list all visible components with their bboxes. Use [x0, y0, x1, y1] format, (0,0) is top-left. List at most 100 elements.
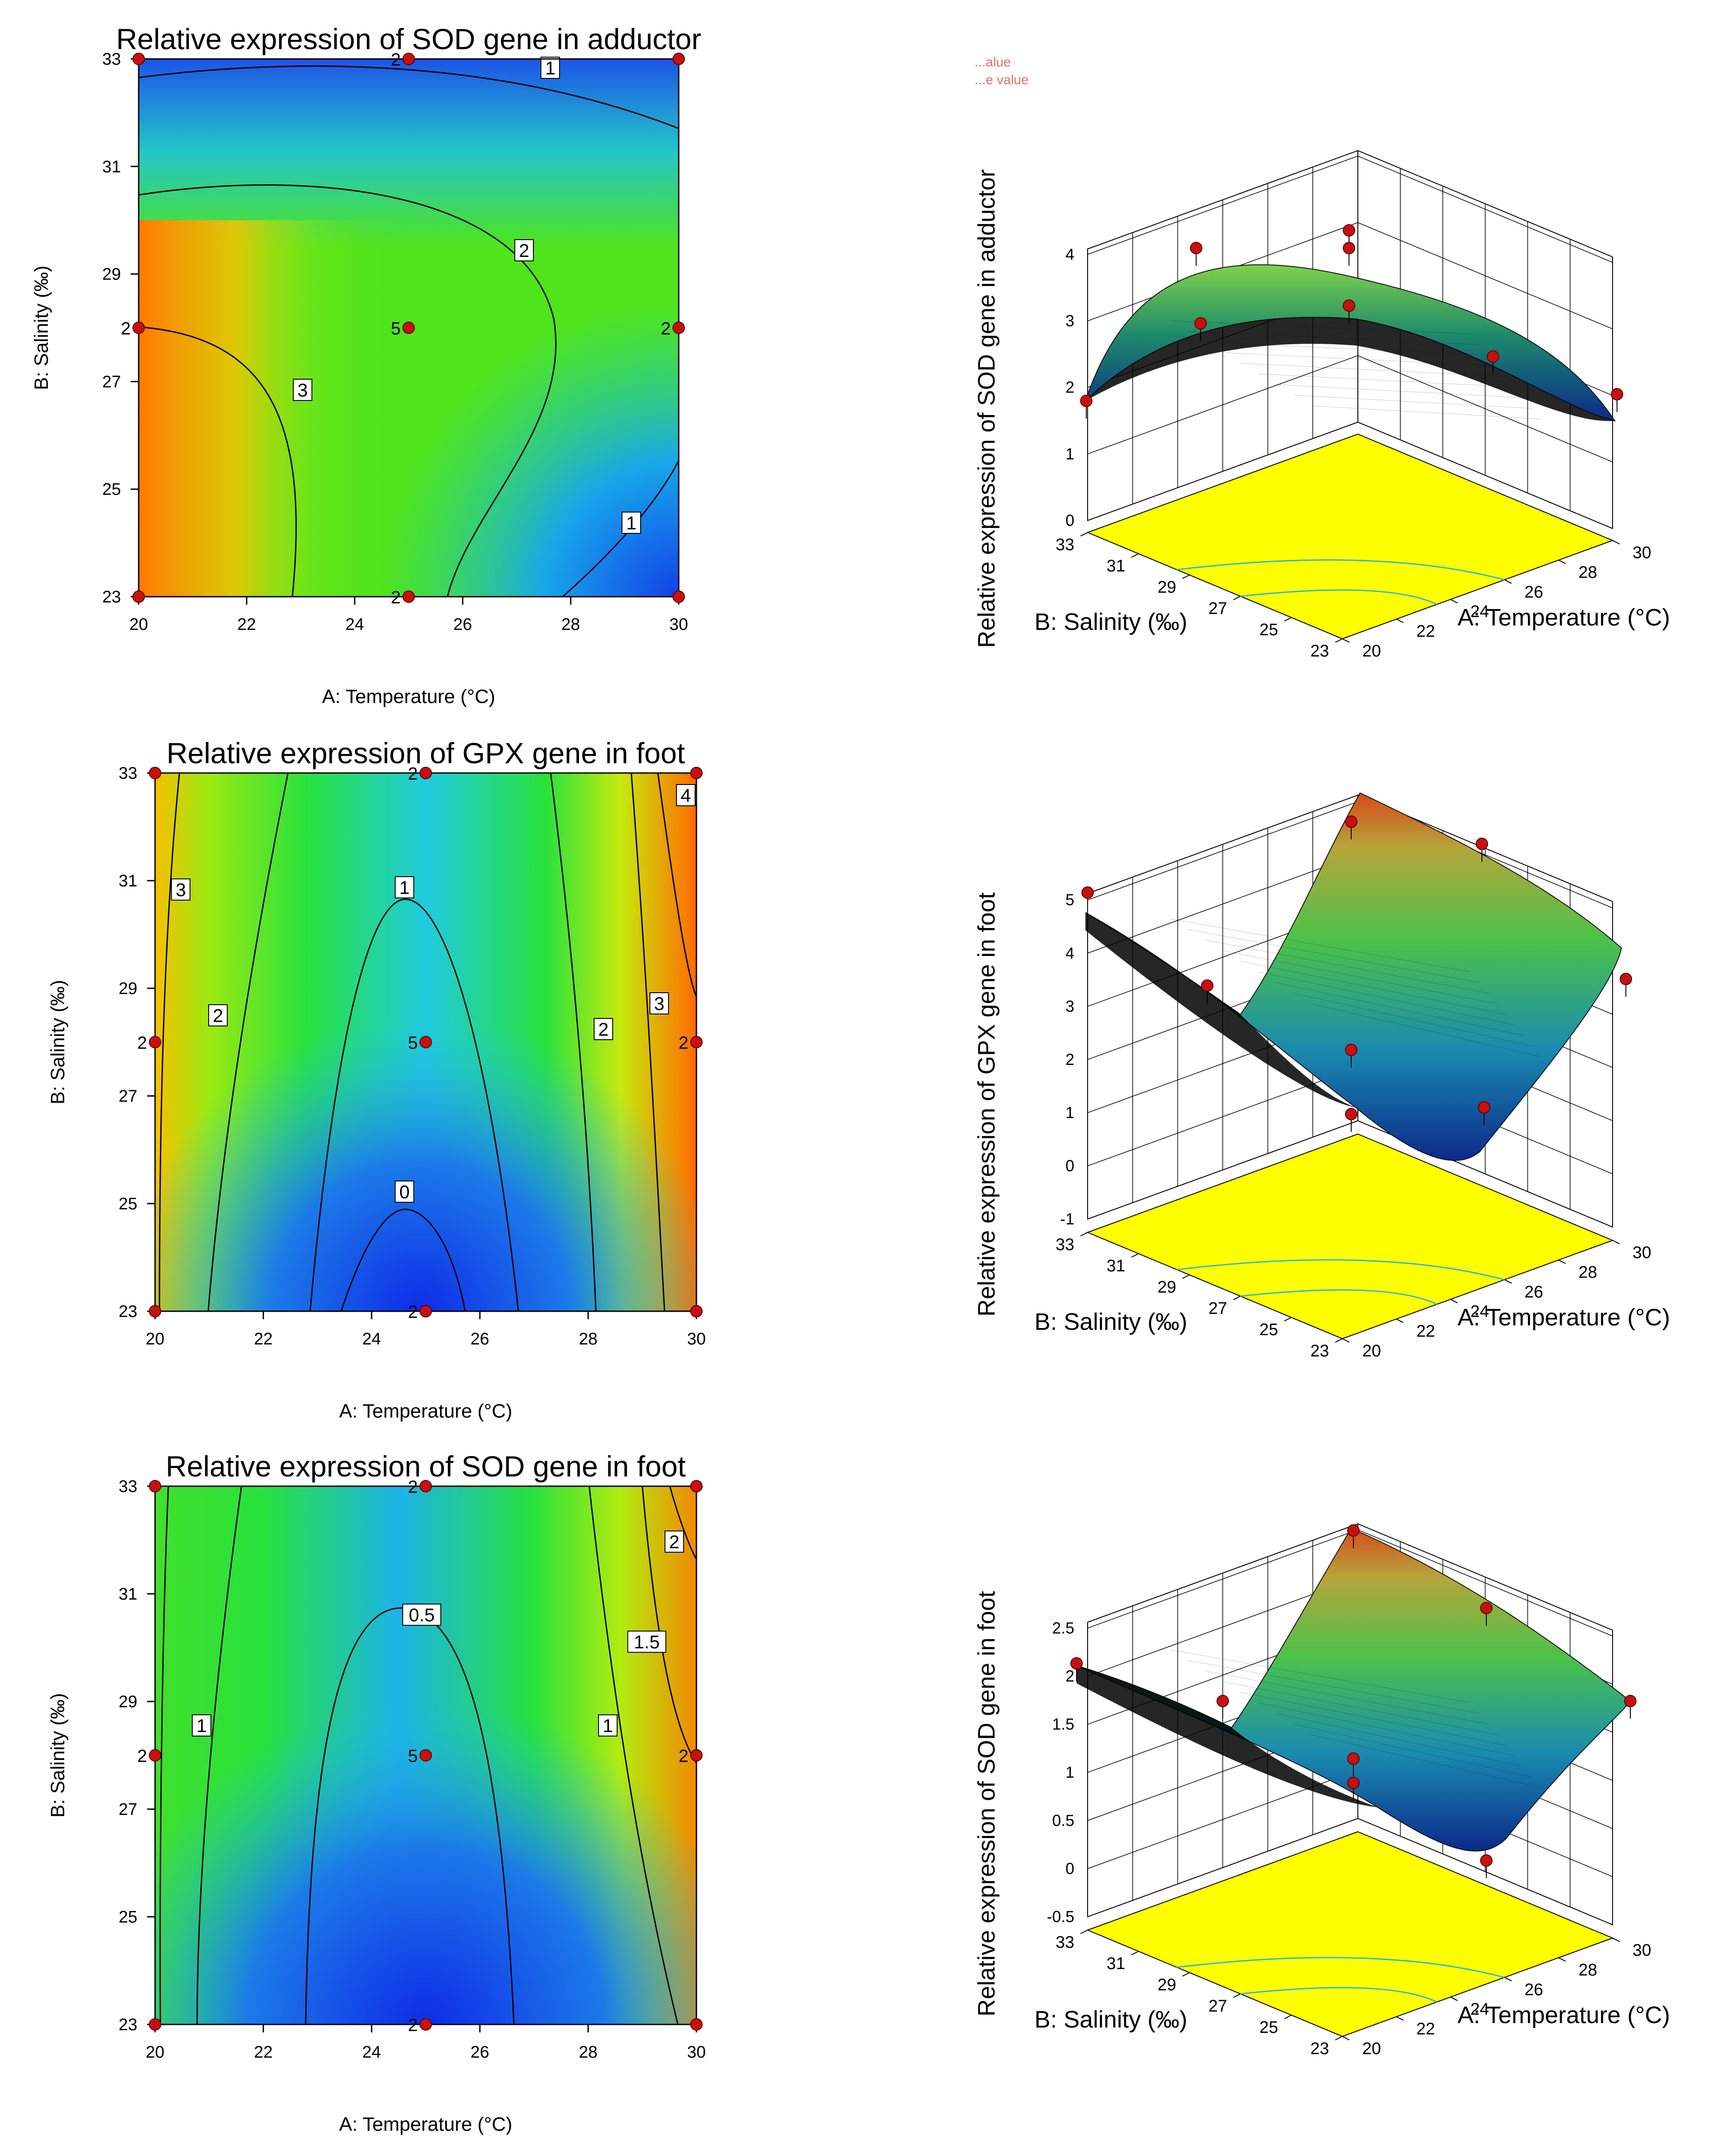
contour-line [588, 1486, 679, 2025]
z-tick-label: 1.5 [1052, 1715, 1074, 1733]
data-point [1487, 350, 1499, 363]
y-tick-label: 23 [1310, 2039, 1329, 2058]
surface-mesh-line [1222, 1681, 1498, 1735]
z-tick-label: 4 [1065, 944, 1074, 962]
contour-label-box [395, 876, 414, 898]
x-axis-label: A: Temperature (°C) [339, 2113, 513, 2135]
x-tick-mark [1342, 638, 1350, 643]
replicate-count: 5 [391, 319, 400, 338]
replicate-count: 2 [137, 1033, 147, 1053]
y-tick-mark [1080, 532, 1088, 536]
design-point [149, 1036, 161, 1049]
surface-mesh-line [1187, 929, 1480, 983]
replicate-count: 2 [121, 319, 131, 338]
contour-label: 3 [175, 879, 186, 900]
replicate-count: 5 [408, 1747, 418, 1766]
x-tick-label: 20 [146, 1330, 164, 1348]
contour-line [159, 1486, 169, 2025]
surface-mesh-line [1293, 1724, 1533, 1778]
y-tick-label: 31 [1107, 557, 1125, 575]
floor-contour-line [1240, 1289, 1438, 1305]
floor-contour-line [1177, 1259, 1505, 1281]
y-tick-label: 25 [1260, 621, 1278, 639]
y-tick-label: 33 [1056, 536, 1074, 554]
surface-mesh-line [1258, 971, 1516, 1026]
surface-mesh-line [1187, 1660, 1480, 1714]
y-tick-mark [1182, 1274, 1190, 1279]
surface-underside [1085, 913, 1356, 1107]
chart-title: Relative expression of SOD gene in adduc… [116, 23, 701, 55]
surface-mesh-line [1169, 1649, 1471, 1703]
y-axis-label: B: Salinity (‰) [1034, 2006, 1187, 2033]
x-tick-label: 24 [345, 615, 364, 634]
contour-label: 1.5 [634, 1632, 660, 1652]
contour-label: 1 [626, 513, 636, 533]
replicate-count: 2 [391, 50, 400, 70]
x-tick-label: 30 [1633, 544, 1651, 562]
contour-label-box [676, 784, 696, 806]
design-point [690, 2018, 703, 2031]
y-tick-label: 23 [102, 588, 121, 606]
design-point [420, 1749, 432, 1762]
design-point [149, 1749, 161, 1762]
y-tick-mark [1233, 596, 1241, 600]
x-tick-label: 22 [1416, 622, 1435, 641]
x-tick-label: 20 [129, 615, 148, 634]
y-tick-label: 23 [1310, 642, 1329, 660]
surface-mesh-line [1293, 395, 1533, 409]
x-tick-label: 22 [1416, 2020, 1435, 2039]
y-tick-label: 29 [119, 1693, 137, 1711]
design-point [420, 1480, 432, 1492]
design-point [673, 590, 685, 603]
design-point [149, 767, 161, 779]
x-tick-mark [1612, 1938, 1620, 1942]
x-tick-mark [1558, 1957, 1566, 1962]
replicate-count: 2 [408, 1302, 418, 1322]
x-tick-label: 20 [1362, 642, 1381, 660]
data-point [1480, 1854, 1493, 1867]
floor-contour-line [1177, 559, 1505, 581]
design-point [402, 322, 415, 334]
contour-line [138, 184, 557, 597]
replicate-count: 2 [661, 319, 671, 338]
replicate-count: 2 [679, 1033, 688, 1053]
y-tick-label: 27 [1209, 1299, 1227, 1318]
contour-label-box [649, 992, 669, 1014]
z-tick-label: 2 [1065, 378, 1074, 396]
z-tick-label: 0 [1065, 1157, 1074, 1175]
x-tick-label: 26 [1524, 583, 1543, 602]
grid-line [1087, 422, 1613, 529]
y-tick-mark [1284, 617, 1292, 622]
surface-mesh-line [1275, 1713, 1524, 1767]
replicate-count: 2 [408, 1477, 418, 1497]
x-tick-mark [1396, 618, 1404, 623]
y-tick-label: 27 [119, 1087, 137, 1106]
z-tick-label: 1 [1065, 1763, 1074, 1781]
x-tick-label: 20 [1362, 1342, 1381, 1360]
contour-label-box [293, 379, 312, 401]
contour-line [657, 773, 697, 997]
y-tick-label: 31 [119, 872, 137, 890]
z-tick-label: 0 [1065, 511, 1074, 529]
surface-mesh-line [1311, 1003, 1542, 1057]
z-tick-label: -0.5 [1047, 1907, 1074, 1926]
data-point [1347, 1752, 1360, 1765]
data-point [1478, 1101, 1490, 1114]
surface-mesh-line [1258, 373, 1516, 388]
design-point [132, 322, 145, 334]
z-tick-label: 3 [1065, 311, 1074, 330]
surface-underside [1085, 317, 1615, 421]
contour-label-box [594, 1018, 613, 1040]
surface-mesh-line [1205, 940, 1489, 994]
contour-line [207, 773, 289, 1312]
surface-mesh-line [1275, 982, 1524, 1036]
contour-label: 3 [297, 380, 307, 400]
y-tick-mark [1233, 1296, 1241, 1300]
x-tick-mark [1612, 1240, 1620, 1244]
x-tick-label: 24 [362, 1330, 381, 1348]
y-tick-mark [1335, 2036, 1343, 2040]
x-tick-label: 26 [1524, 1981, 1543, 1999]
